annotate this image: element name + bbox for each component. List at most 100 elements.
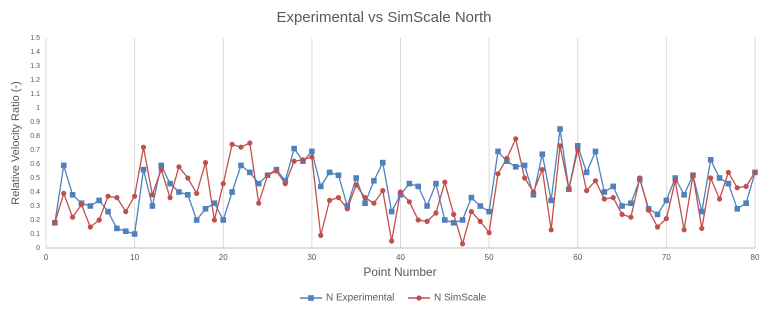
data-point (309, 148, 315, 155)
data-point (379, 159, 386, 166)
data-point (229, 141, 235, 147)
data-point (619, 203, 625, 209)
data-point (327, 197, 333, 203)
x-axis-title: Point Number (363, 265, 436, 279)
data-point (132, 193, 138, 199)
data-point (211, 200, 218, 206)
legend-marker (416, 295, 422, 301)
data-point (424, 203, 430, 209)
data-point (610, 183, 616, 190)
data-point (486, 230, 492, 236)
data-point (149, 192, 155, 198)
data-point (637, 175, 643, 181)
data-point (78, 202, 85, 208)
data-point (87, 224, 93, 230)
data-point (371, 178, 377, 184)
data-point (194, 190, 200, 196)
data-point (300, 157, 306, 163)
data-point (672, 178, 678, 184)
data-point (220, 217, 227, 223)
data-point (690, 172, 696, 178)
data-point (495, 148, 501, 155)
data-point (371, 200, 377, 206)
data-point (282, 181, 288, 187)
data-point (592, 178, 599, 184)
data-point (752, 169, 758, 175)
y-tick-label: 0.8 (30, 133, 40, 140)
y-tick-label: 1 (36, 105, 40, 112)
data-point (255, 180, 262, 187)
data-point (256, 200, 262, 206)
y-axis-title: Relative Velocity Ratio (-) (10, 81, 22, 205)
data-point (114, 225, 120, 232)
data-point (592, 148, 599, 155)
data-point (140, 166, 147, 173)
data-point (247, 169, 253, 176)
data-point (681, 192, 687, 198)
y-tick-label: 1.2 (30, 77, 40, 84)
legend-label: N Experimental (326, 293, 394, 304)
data-point (539, 151, 546, 157)
data-point (539, 167, 545, 173)
data-point (468, 209, 474, 215)
data-point (415, 183, 422, 190)
data-point (388, 208, 395, 215)
data-point (716, 175, 723, 181)
data-point (477, 203, 484, 209)
data-point (185, 175, 191, 181)
data-point (442, 179, 448, 185)
data-point (309, 154, 315, 160)
data-point (353, 175, 359, 181)
y-tick-label: 0.6 (30, 161, 40, 168)
data-point (318, 232, 324, 238)
x-tick-label: 20 (219, 253, 228, 262)
data-point (131, 231, 138, 237)
data-point (291, 158, 297, 164)
data-point (362, 195, 368, 201)
data-point (699, 225, 705, 231)
legend-marker (308, 295, 314, 301)
data-point (521, 162, 528, 169)
data-point (185, 192, 191, 198)
y-tick-label: 1.3 (30, 63, 40, 70)
data-point (158, 167, 164, 173)
y-tick-label: 0.4 (30, 189, 40, 196)
data-point (716, 196, 723, 202)
data-point (707, 157, 714, 163)
y-tick-label: 1.5 (30, 35, 40, 42)
data-point (574, 143, 581, 149)
y-tick-label: 0.2 (30, 217, 40, 224)
data-point (149, 203, 156, 209)
series-line (54, 136, 756, 247)
data-point (60, 162, 67, 169)
data-point (530, 189, 537, 195)
data-point (326, 169, 333, 176)
data-point (619, 211, 625, 217)
data-point (610, 195, 616, 201)
data-point (176, 189, 182, 195)
data-point (140, 144, 147, 150)
data-point (344, 203, 351, 209)
data-point (238, 162, 244, 169)
data-point (451, 211, 457, 217)
data-point (335, 195, 342, 201)
data-point (468, 194, 475, 201)
data-point (672, 175, 679, 181)
data-point (530, 192, 537, 198)
data-point (583, 169, 590, 176)
data-point (601, 189, 608, 195)
y-tick-label: 0.1 (30, 231, 40, 238)
data-point (202, 160, 209, 166)
data-point (229, 189, 235, 195)
data-point (87, 203, 94, 209)
data-point (486, 208, 492, 215)
y-tick-label: 1.1 (30, 91, 40, 98)
y-tick-label: 0 (36, 245, 40, 252)
data-point (362, 200, 368, 206)
data-point (654, 224, 661, 230)
data-point (584, 188, 590, 194)
data-point (96, 217, 102, 223)
